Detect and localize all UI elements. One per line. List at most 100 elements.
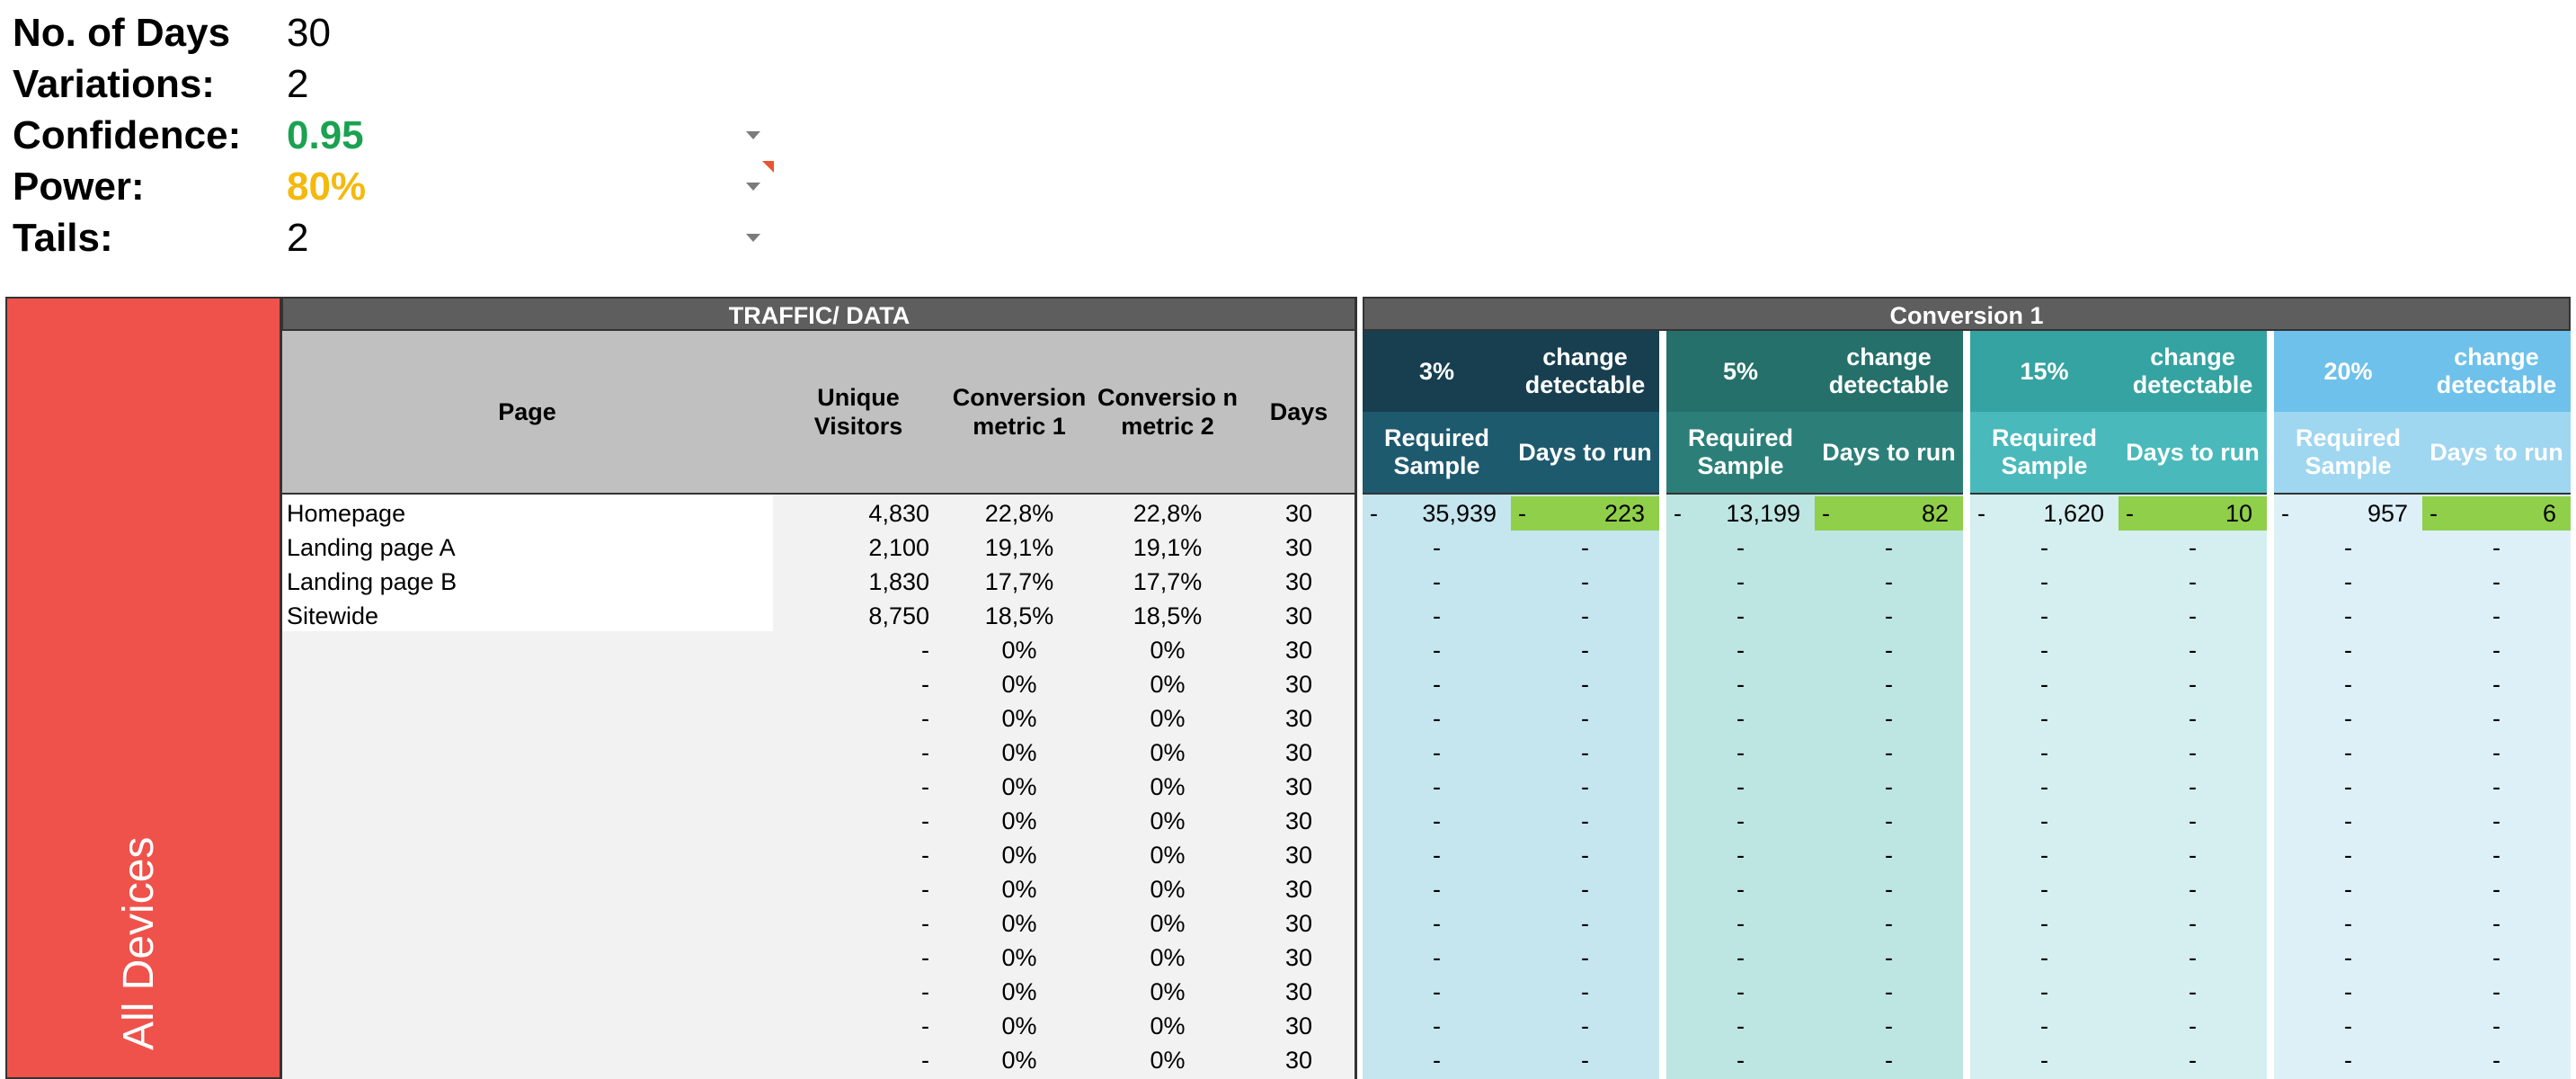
days-to-run-cell[interactable]: - [2492, 773, 2500, 800]
days-to-run-cell[interactable]: -6 [2422, 496, 2571, 531]
days-to-run-cell[interactable]: - [1885, 602, 1893, 629]
comment-flag-icon[interactable] [762, 161, 774, 173]
days-to-run-cell[interactable]: -223 [1511, 496, 1659, 531]
required-sample-cell[interactable]: - [2040, 1012, 2048, 1039]
days-to-run-cell[interactable]: - [1581, 773, 1589, 800]
days-to-run-cell[interactable]: - [1581, 978, 1589, 1005]
required-sample-cell[interactable]: - [2040, 944, 2048, 971]
days-to-run-cell[interactable]: - [2492, 1047, 2500, 1074]
days-to-run-cell[interactable]: - [2189, 807, 2197, 834]
conversion-metric-2-cell[interactable]: 22,8% [1133, 500, 1203, 527]
days-cell[interactable]: 30 [1284, 568, 1313, 595]
required-sample-cell[interactable]: - [1433, 602, 1441, 629]
conversion-metric-1-cell[interactable]: 0% [1001, 671, 1037, 698]
days-to-run-cell[interactable]: - [2492, 807, 2500, 834]
required-sample-cell[interactable]: - [1433, 568, 1441, 595]
conversion-metric-2-cell[interactable]: 0% [1150, 1012, 1186, 1039]
days-to-run-cell[interactable]: - [2189, 568, 2197, 595]
days-cell[interactable]: 30 [1284, 602, 1313, 629]
required-sample-cell[interactable]: - [1433, 910, 1441, 937]
required-sample-cell[interactable]: - [1433, 671, 1441, 698]
required-sample-cell[interactable]: - [1433, 534, 1441, 561]
conversion-metric-1-cell[interactable]: 0% [1001, 1047, 1037, 1074]
days-to-run-cell[interactable]: -82 [1815, 496, 1963, 531]
unique-visitors-cell[interactable]: - [921, 978, 929, 1005]
unique-visitors-cell[interactable]: - [921, 739, 929, 766]
required-sample-cell[interactable]: - [2344, 602, 2352, 629]
page-cell[interactable] [281, 667, 773, 701]
unique-visitors-cell[interactable]: - [921, 1047, 929, 1074]
conversion-metric-2-cell[interactable]: 0% [1150, 978, 1186, 1005]
unique-visitors-cell[interactable]: 2,100 [868, 534, 929, 561]
unique-visitors-cell[interactable]: 8,750 [868, 602, 929, 629]
days-cell[interactable]: 30 [1284, 876, 1313, 903]
days-to-run-cell[interactable]: - [1581, 637, 1589, 664]
days-to-run-cell[interactable]: - [1885, 1012, 1893, 1039]
required-sample-cell[interactable]: - [1737, 978, 1745, 1005]
conversion-metric-1-cell[interactable]: 0% [1001, 773, 1037, 800]
required-sample-cell[interactable]: - [1737, 773, 1745, 800]
required-sample-cell[interactable]: -35,939 [1363, 496, 1511, 531]
unique-visitors-cell[interactable]: - [921, 944, 929, 971]
conversion-metric-2-cell[interactable]: 0% [1150, 876, 1186, 903]
conversion-metric-2-cell[interactable]: 17,7% [1133, 568, 1203, 595]
unique-visitors-cell[interactable]: - [921, 637, 929, 664]
unique-visitors-cell[interactable]: - [921, 807, 929, 834]
days-to-run-cell[interactable]: - [1885, 773, 1893, 800]
days-to-run-cell[interactable]: - [1885, 1047, 1893, 1074]
days-to-run-cell[interactable]: - [2189, 1012, 2197, 1039]
page-cell[interactable] [281, 838, 773, 872]
days-to-run-cell[interactable]: - [2492, 910, 2500, 937]
required-sample-cell[interactable]: - [2040, 1047, 2048, 1074]
conversion-metric-2-cell[interactable]: 0% [1150, 910, 1186, 937]
conversion-metric-1-cell[interactable]: 0% [1001, 944, 1037, 971]
days-to-run-cell[interactable]: - [2492, 1012, 2500, 1039]
days-to-run-cell[interactable]: - [1581, 842, 1589, 869]
days-to-run-cell[interactable]: - [1581, 534, 1589, 561]
conversion-metric-1-cell[interactable]: 0% [1001, 876, 1037, 903]
required-sample-cell[interactable]: - [2344, 842, 2352, 869]
required-sample-cell[interactable]: -1,620 [1970, 496, 2119, 531]
conversion-metric-2-cell[interactable]: 0% [1150, 637, 1186, 664]
conversion-metric-1-cell[interactable]: 0% [1001, 739, 1037, 766]
days-cell[interactable]: 30 [1284, 910, 1313, 937]
conversion-metric-2-cell[interactable]: 19,1% [1133, 534, 1203, 561]
days-to-run-cell[interactable]: - [1581, 910, 1589, 937]
conversion-metric-2-cell[interactable]: 0% [1150, 739, 1186, 766]
days-to-run-cell[interactable]: - [1885, 637, 1893, 664]
required-sample-cell[interactable]: - [2040, 602, 2048, 629]
conversion-metric-2-cell[interactable]: 0% [1150, 671, 1186, 698]
days-to-run-cell[interactable]: - [2492, 842, 2500, 869]
conversion-metric-2-cell[interactable]: 0% [1150, 807, 1186, 834]
days-to-run-cell[interactable]: - [1885, 944, 1893, 971]
required-sample-cell[interactable]: - [2040, 534, 2048, 561]
conversion-metric-2-cell[interactable]: 0% [1150, 773, 1186, 800]
days-to-run-cell[interactable]: - [2189, 602, 2197, 629]
days-to-run-cell[interactable]: - [1885, 705, 1893, 732]
page-cell[interactable]: Homepage [287, 500, 406, 527]
days-cell[interactable]: 30 [1284, 739, 1313, 766]
required-sample-cell[interactable]: - [1433, 807, 1441, 834]
days-to-run-cell[interactable]: - [1885, 671, 1893, 698]
days-to-run-cell[interactable]: - [2189, 910, 2197, 937]
required-sample-cell[interactable]: - [2040, 637, 2048, 664]
required-sample-cell[interactable]: - [1433, 876, 1441, 903]
days-to-run-cell[interactable]: -10 [2119, 496, 2267, 531]
unique-visitors-cell[interactable]: - [921, 842, 929, 869]
unique-visitors-cell[interactable]: 1,830 [868, 568, 929, 595]
days-cell[interactable]: 30 [1284, 1047, 1313, 1074]
days-cell[interactable]: 30 [1284, 842, 1313, 869]
required-sample-cell[interactable]: -957 [2274, 496, 2422, 531]
conversion-metric-1-cell[interactable]: 0% [1001, 637, 1037, 664]
required-sample-cell[interactable]: - [1433, 705, 1441, 732]
days-to-run-cell[interactable]: - [2492, 568, 2500, 595]
unique-visitors-cell[interactable]: - [921, 773, 929, 800]
required-sample-cell[interactable]: - [2040, 705, 2048, 732]
required-sample-cell[interactable]: - [1433, 1012, 1441, 1039]
required-sample-cell[interactable]: - [1737, 568, 1745, 595]
dropdown-arrow-icon[interactable] [746, 183, 760, 191]
required-sample-cell[interactable]: - [2040, 842, 2048, 869]
days-to-run-cell[interactable]: - [2189, 739, 2197, 766]
conversion-metric-2-cell[interactable]: 0% [1150, 705, 1186, 732]
conversion-metric-2-cell[interactable]: 0% [1150, 944, 1186, 971]
